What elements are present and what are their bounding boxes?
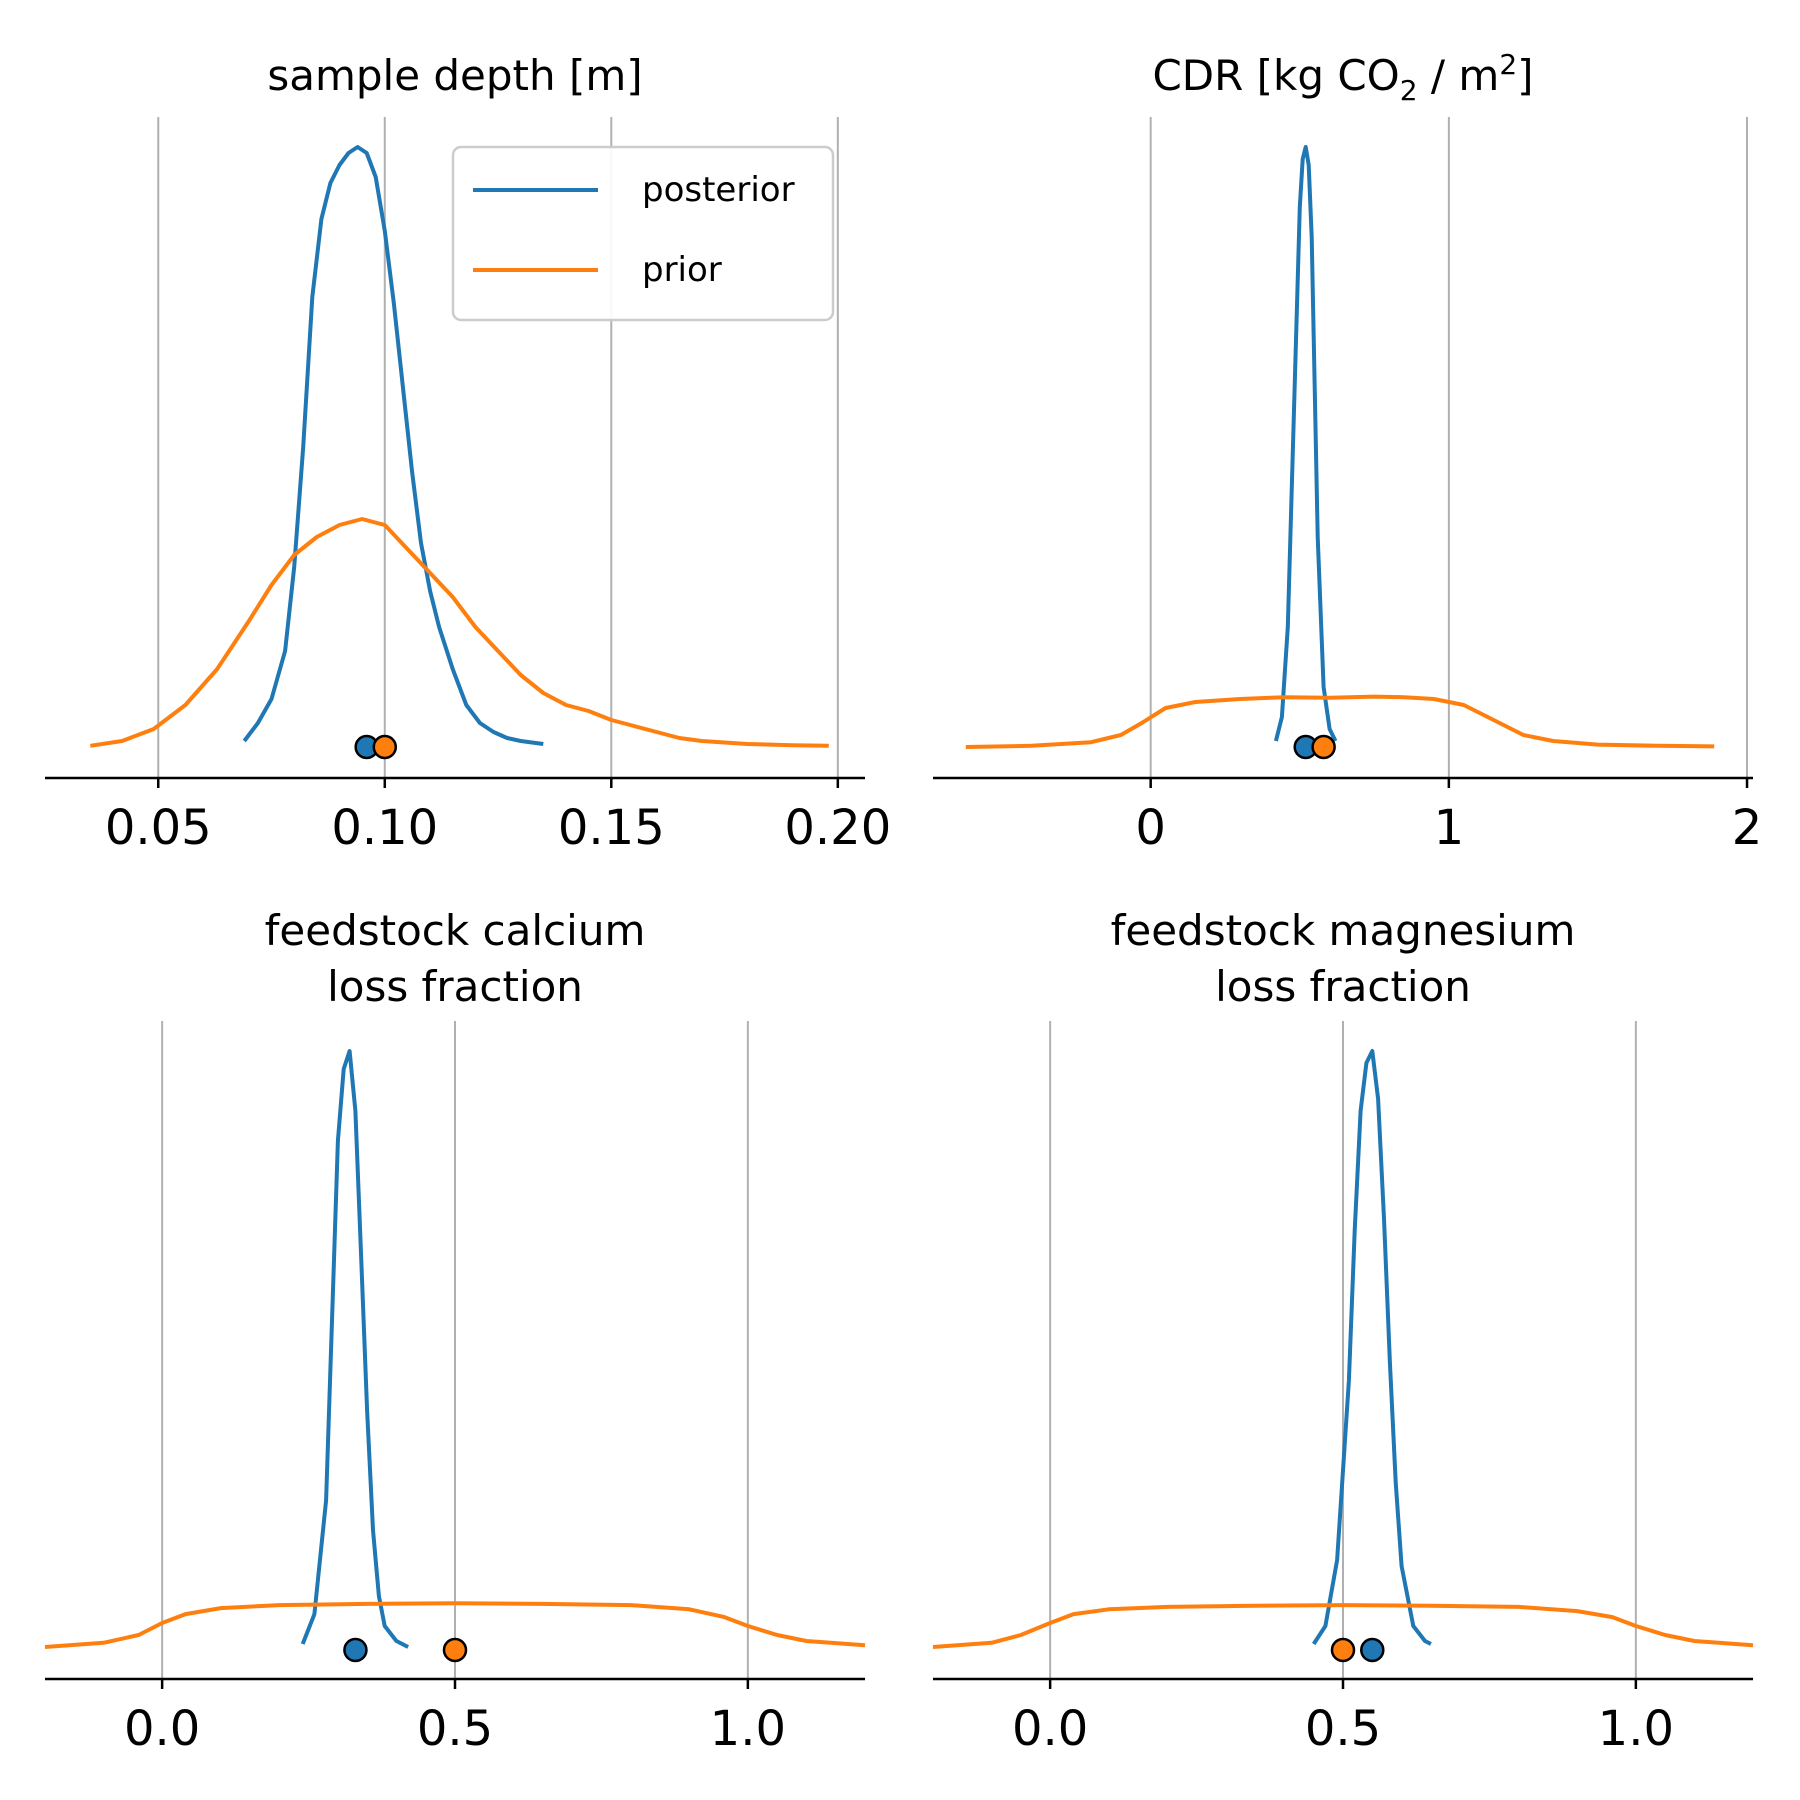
x-tick-label: 2	[1732, 800, 1763, 856]
panel-cdr: 0 1 2 CDR [kg CO2 / m2]	[933, 48, 1762, 856]
x-tick-label: 0.5	[1305, 1701, 1381, 1757]
x-tick-label: 1.0	[1598, 1701, 1674, 1757]
panel-feedstock-calcium: 0.0 0.5 1.0 feedstock calcium loss fractio…	[44, 906, 866, 1757]
x-tick-label: 0.05	[105, 800, 212, 856]
density-curve-posterior	[1273, 145, 1338, 742]
panel-title-line2: loss fraction	[1215, 962, 1471, 1011]
panel-title: feedstock magnesium	[1111, 906, 1576, 955]
panel-title: feedstock calcium	[265, 906, 646, 955]
panel-title-line2: loss fraction	[327, 962, 583, 1011]
x-tick-label: 0.0	[124, 1701, 200, 1757]
density-curve-posterior	[300, 1049, 410, 1649]
x-tick-label: 0	[1135, 800, 1166, 856]
mean-marker-posterior	[1360, 1637, 1385, 1663]
x-tick-label: 0.10	[331, 800, 438, 856]
mean-marker-prior	[1311, 734, 1336, 760]
density-curve-prior	[90, 517, 829, 748]
x-tick-label: 1	[1434, 800, 1465, 856]
legend: posterior prior	[451, 145, 835, 322]
panel-title: CDR [kg CO2 / m2]	[1152, 48, 1533, 107]
panel-title: sample depth [m]	[267, 51, 642, 100]
density-curve-prior	[965, 694, 1715, 749]
mean-marker-prior	[372, 734, 398, 760]
x-tick-label: 0.20	[784, 800, 891, 856]
mean-marker-prior	[442, 1637, 468, 1663]
legend-label-prior: prior	[642, 250, 722, 290]
x-tick-label: 0.15	[558, 800, 665, 856]
legend-label-posterior: posterior	[642, 170, 795, 210]
x-tick-label: 0.5	[417, 1701, 493, 1757]
density-curve-prior	[932, 1603, 1754, 1649]
panel-sample-depth: 0.05 0.10 0.15 0.20 sample depth [m] poster…	[45, 51, 891, 856]
panel-feedstock-magnesium: 0.0 0.5 1.0 feedstock magnesium loss fract…	[932, 906, 1754, 1757]
mean-marker-posterior	[343, 1637, 368, 1663]
density-curve-posterior	[242, 145, 544, 746]
x-tick-label: 1.0	[710, 1701, 786, 1757]
x-tick-label: 0.0	[1012, 1701, 1088, 1757]
density-curve-prior	[44, 1601, 866, 1649]
density-curve-posterior	[1312, 1049, 1432, 1646]
mean-marker-prior	[1330, 1637, 1356, 1663]
